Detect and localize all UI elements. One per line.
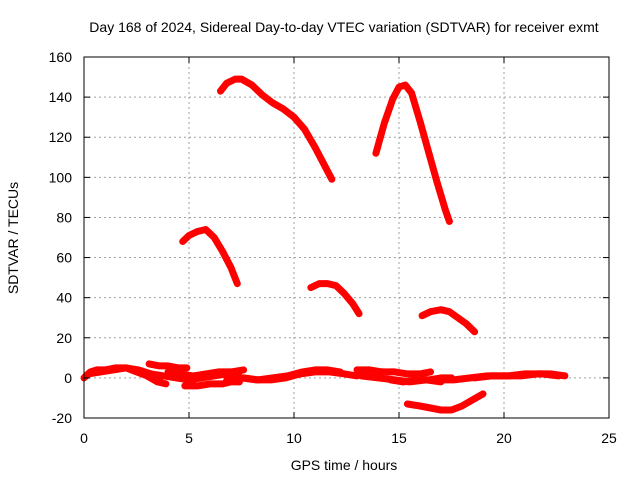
series-arc-15 <box>353 366 434 378</box>
series-arc-11 <box>164 366 248 380</box>
chart-title: Day 168 of 2024, Sidereal Day-to-day VTE… <box>89 19 598 35</box>
series-arc-1 <box>179 226 241 288</box>
series-arc-3 <box>372 81 453 225</box>
x-tick-labels: 0 5 10 15 20 25 <box>80 430 617 446</box>
x-tick-label: 20 <box>496 430 512 446</box>
y-tick-label: 0 <box>64 370 72 386</box>
y-tick-label: 60 <box>56 250 72 266</box>
series-arc-6 <box>403 390 487 414</box>
y-tick-label: 100 <box>49 169 73 185</box>
plot-frame <box>83 56 610 419</box>
x-tick-label: 15 <box>391 430 407 446</box>
series-arc-14 <box>240 366 344 384</box>
tick-marks <box>83 56 610 419</box>
y-tick-labels: -20 0 20 40 60 80 100 120 140 160 <box>49 49 73 426</box>
y-tick-label: 20 <box>56 330 72 346</box>
y-tick-label: 40 <box>56 290 72 306</box>
y-tick-label: 120 <box>49 129 73 145</box>
y-tick-label: 160 <box>49 49 73 65</box>
series-arc-9 <box>145 360 191 372</box>
x-axis-title: GPS time / hours <box>291 457 398 473</box>
series-layer <box>80 75 569 414</box>
series-arc-2 <box>217 75 336 183</box>
series-arc-19 <box>471 370 563 382</box>
y-tick-label: -20 <box>52 410 72 426</box>
series-arc-5 <box>418 306 479 336</box>
y-axis-title: SDTVAR / TECUs <box>5 182 21 294</box>
x-tick-label: 0 <box>80 430 88 446</box>
y-tick-label: 80 <box>56 209 72 225</box>
x-tick-label: 5 <box>185 430 193 446</box>
series-arc-4 <box>307 280 363 318</box>
x-tick-label: 25 <box>601 430 617 446</box>
y-tick-label: 140 <box>49 89 73 105</box>
x-tick-label: 10 <box>286 430 302 446</box>
